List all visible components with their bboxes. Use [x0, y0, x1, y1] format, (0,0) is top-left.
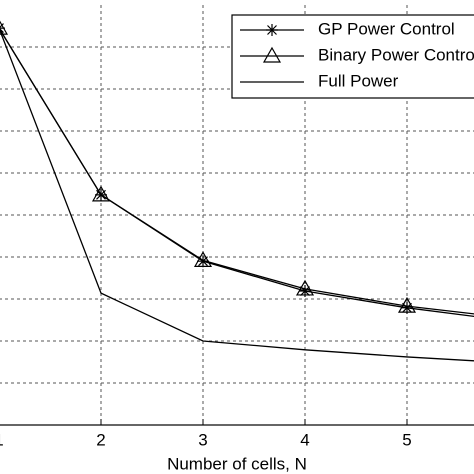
axes-frame: [0, 424, 474, 426]
marker-asterisk: [401, 301, 413, 314]
x-tick-label: 3: [198, 430, 207, 449]
x-tick-label: 5: [402, 430, 411, 449]
marker-asterisk: [197, 255, 209, 268]
x-tick-label: 1: [0, 430, 4, 449]
marker-triangle: [193, 251, 213, 267]
x-tick-label: 4: [300, 430, 309, 449]
marker-triangle: [397, 296, 417, 313]
legend-label: GP Power Control: [318, 19, 455, 38]
marker-triangle: [91, 185, 111, 202]
marker-triangle: [0, 20, 9, 35]
legend-label: Binary Power Control: [318, 45, 474, 64]
series-line: [0, 28, 474, 362]
legend-label: Full Power: [318, 71, 399, 90]
marker-triangle: [295, 279, 315, 296]
series-line: [0, 28, 474, 315]
legend-marker: [262, 46, 282, 63]
x-axis-label: Number of cells, N: [167, 454, 307, 473]
x-tick-label: 2: [96, 430, 105, 449]
legend-marker: [266, 24, 278, 36]
marker-asterisk: [299, 285, 311, 298]
